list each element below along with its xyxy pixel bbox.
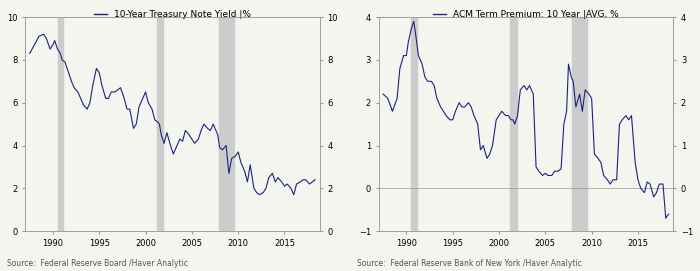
Legend: ACM Term Premium: 10 Year |AVG, %: ACM Term Premium: 10 Year |AVG, %: [429, 7, 623, 23]
Bar: [57, 17, 63, 231]
Text: Source:  Federal Reserve Board /Haver Analytic: Source: Federal Reserve Board /Haver Ana…: [7, 259, 188, 268]
Text: Source:  Federal Reserve Bank of New York /Haver Analytic: Source: Federal Reserve Bank of New York…: [357, 259, 582, 268]
Bar: [510, 17, 517, 231]
Legend: 10-Year Treasury Note Yield |%: 10-Year Treasury Note Yield |%: [90, 7, 255, 23]
Bar: [411, 17, 416, 231]
Bar: [157, 17, 163, 231]
Bar: [572, 17, 587, 231]
Bar: [218, 17, 234, 231]
